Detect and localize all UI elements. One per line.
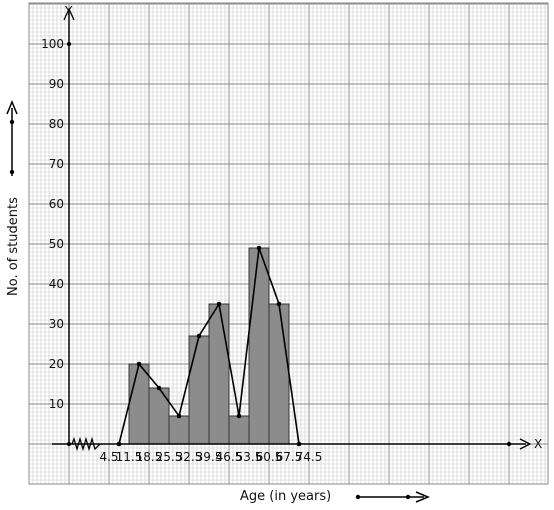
histogram-bar xyxy=(228,415,250,445)
y-tick-label: 10 xyxy=(49,397,64,411)
x-axis-arrowhead-icon xyxy=(519,438,532,450)
polygon-point xyxy=(216,301,222,307)
y-axis-arrowhead-icon xyxy=(63,7,75,21)
x-direction-arrow-icon xyxy=(355,491,430,503)
x-tick-label: 25.5 xyxy=(156,450,183,464)
histogram-bar xyxy=(208,303,230,445)
polygon-point xyxy=(116,441,122,447)
polygon-line xyxy=(118,247,300,445)
x-tick-label: 74.5 xyxy=(296,450,323,464)
x-tick-label: 46.5 xyxy=(216,450,243,464)
x-axis-letter: X xyxy=(534,437,542,451)
y-tick-label: 90 xyxy=(49,77,64,91)
tick-labels: 10 20 30 40 50 60 70 80 90 100 4.511.518.525.532.5… xyxy=(41,37,322,464)
polygon-point xyxy=(236,413,242,419)
x-tick-label: 39.5 xyxy=(196,450,223,464)
axis-break-zigzag-icon xyxy=(71,436,101,452)
polygon-point xyxy=(276,301,282,307)
x-tick-label: 4.5 xyxy=(99,450,118,464)
histogram-bar xyxy=(268,303,290,445)
x-tick-label: 67.5 xyxy=(276,450,303,464)
y-direction-arrow-icon xyxy=(6,100,18,176)
axes xyxy=(52,7,532,452)
x-tick-label: 53.5 xyxy=(236,450,263,464)
y-tick-label: 100 xyxy=(41,37,64,51)
polygon-point xyxy=(256,245,262,251)
y-tick-label: 60 xyxy=(49,197,64,211)
y-axis-letter: Y xyxy=(64,4,73,18)
y-tick-label: 70 xyxy=(49,157,64,171)
polygon-point xyxy=(136,361,142,367)
y-tick-label: 50 xyxy=(49,237,64,251)
x-tick-label: 11.5 xyxy=(116,450,143,464)
polygon-point xyxy=(296,441,302,447)
y-tick-label: 30 xyxy=(49,317,64,331)
frequency-polygon xyxy=(116,245,302,447)
polygon-point xyxy=(156,385,162,391)
polygon-point xyxy=(176,413,182,419)
histogram-bar xyxy=(128,363,150,445)
x-axis-title: Age (in years) xyxy=(240,489,331,504)
polygon-point xyxy=(196,333,202,339)
origin-point xyxy=(66,441,72,447)
histogram-bar xyxy=(168,415,190,445)
y-tick-label: 80 xyxy=(49,117,64,131)
y-axis-title: No. of students xyxy=(6,197,21,296)
histogram-bar xyxy=(248,247,270,445)
y-axis-top-point xyxy=(66,41,72,47)
x-tick-label: 32.5 xyxy=(176,450,203,464)
x-tick-label: 18.5 xyxy=(136,450,163,464)
histogram-bar xyxy=(148,387,170,445)
x-tick-label: 60.5 xyxy=(256,450,283,464)
y-tick-label: 40 xyxy=(49,277,64,291)
histogram-bar xyxy=(188,335,210,445)
y-tick-label: 20 xyxy=(49,357,64,371)
x-axis-end-point xyxy=(506,441,512,447)
